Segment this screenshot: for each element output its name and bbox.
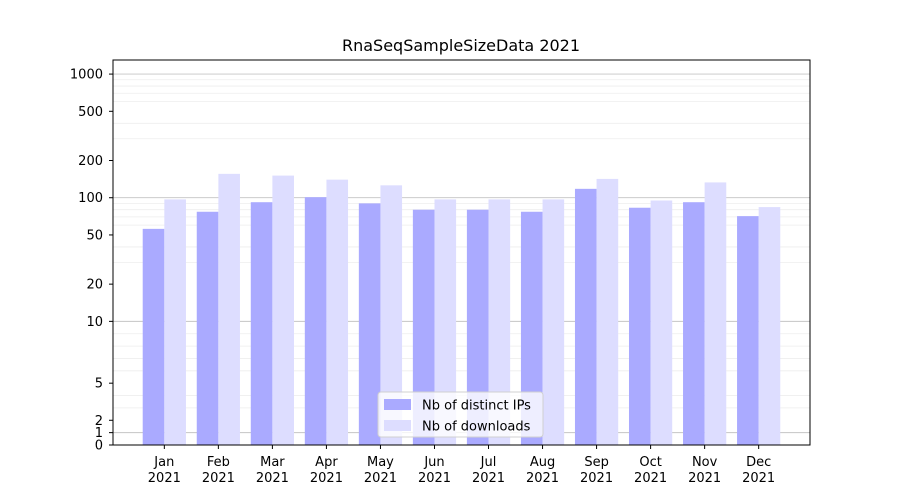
bar-downloads	[650, 200, 673, 445]
plot-frame	[112, 59, 811, 446]
x-tick-label: Jun 2021	[418, 455, 451, 486]
legend-swatch	[384, 420, 411, 431]
bar-downloads	[380, 185, 403, 445]
y-tick-label: 100	[78, 191, 103, 206]
x-tick-label: Oct 2021	[634, 455, 667, 486]
y-tick-label: 20	[86, 278, 103, 293]
x-tick-label: Jan 2021	[148, 455, 181, 486]
y-tick-label: 10	[86, 315, 103, 330]
legend-label: Nb of downloads	[422, 420, 531, 435]
legend-swatch	[384, 399, 411, 410]
bar-distinct-ips	[737, 216, 759, 445]
bar-distinct-ips	[520, 211, 543, 445]
legend-box	[377, 391, 544, 438]
bar-distinct-ips	[412, 209, 435, 445]
x-tick-label: Aug 2021	[526, 455, 559, 486]
bar-distinct-ips	[466, 209, 489, 445]
x-tick-label: Mar 2021	[256, 455, 289, 486]
x-tick-label: Nov 2021	[688, 455, 721, 486]
bar-distinct-ips	[142, 228, 165, 445]
y-tick-label: 5	[95, 377, 103, 392]
axis-layer: 012 5 10 20 50 100 200 500 1000 Jan 2021 Feb 2021 Mar…	[70, 68, 775, 486]
bar-downloads	[164, 199, 186, 445]
bar-downloads	[218, 173, 240, 446]
x-tick-label: May 2021	[364, 455, 397, 486]
y-tick-label: 0	[95, 439, 103, 454]
bar-downloads	[272, 175, 295, 445]
bar-distinct-ips	[358, 203, 381, 445]
bar-downloads	[542, 199, 565, 445]
bar-downloads	[704, 182, 727, 445]
x-tick-label: Dec 2021	[742, 455, 775, 486]
y-tick-label: 500	[78, 105, 103, 120]
bar-downloads	[326, 179, 349, 446]
y-tick-label: 2	[95, 414, 103, 429]
bar-distinct-ips	[574, 188, 597, 445]
bar-distinct-ips	[304, 197, 327, 445]
y-tick-label: 1000	[70, 68, 103, 83]
bar-distinct-ips	[628, 207, 651, 445]
bar-distinct-ips	[683, 202, 705, 445]
bar-distinct-ips	[196, 211, 219, 445]
y-tick-label: 200	[78, 154, 103, 169]
bar-downloads	[596, 178, 619, 446]
y-tick-label: 50	[86, 228, 103, 243]
legend-label: Nb of distinct IPs	[422, 399, 531, 414]
x-tick-label: Sep 2021	[580, 455, 613, 486]
bars-layer	[142, 173, 781, 446]
x-tick-label: Jul 2021	[472, 455, 505, 486]
x-tick-label: Feb 2021	[202, 455, 235, 486]
bar-downloads	[488, 199, 511, 445]
bar-downloads	[434, 199, 457, 445]
bar-distinct-ips	[250, 202, 273, 445]
legend: Nb of distinct IPs Nb of downloads	[377, 391, 544, 438]
y-tick-label: 1	[95, 426, 103, 441]
x-tick-label: Apr 2021	[310, 455, 343, 486]
chart-title: RnaSeqSampleSizeData 2021	[342, 36, 580, 55]
bar-downloads	[758, 207, 781, 445]
